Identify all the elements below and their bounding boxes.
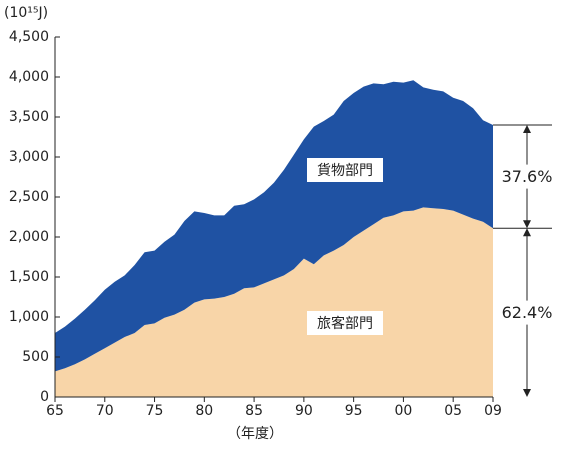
y-tick-label: 0 [40, 389, 49, 405]
x-axis-label: （年度） [227, 426, 283, 442]
series-label: 貨物部門 [317, 162, 373, 179]
arrow-head [523, 228, 531, 237]
arrow-head [523, 125, 531, 133]
x-tick-label: 05 [444, 403, 462, 419]
x-tick-label: 90 [295, 403, 313, 419]
annotation-box [499, 300, 555, 325]
x-tick-label: 65 [46, 403, 64, 419]
y-tick-label: 3,500 [9, 109, 49, 125]
x-tick-label: 70 [96, 403, 114, 419]
annotation-box [499, 164, 555, 189]
y-tick-label: 500 [22, 349, 49, 365]
x-tick-label: 85 [245, 403, 263, 419]
y-axis-label: (10¹⁵J) [4, 5, 48, 21]
annotation: 37.6% [502, 167, 553, 186]
area [55, 80, 493, 372]
series-label: 旅客部門 [317, 315, 373, 332]
x-tick-label: 75 [146, 403, 164, 419]
y-tick-label: 2,000 [9, 229, 49, 245]
arrow-head [523, 389, 531, 397]
arrow-head [523, 220, 531, 229]
x-tick-label: 80 [195, 403, 213, 419]
x-tick-label: 95 [345, 403, 363, 419]
series-label-box [307, 158, 383, 182]
y-tick-label: 1,500 [9, 269, 49, 285]
y-tick-label: 4,000 [9, 69, 49, 85]
y-tick-label: 1,000 [9, 309, 49, 325]
y-tick-label: 4,500 [9, 29, 49, 45]
y-tick-label: 2,500 [9, 189, 49, 205]
y-tick-label: 3,000 [9, 149, 49, 165]
series-label-box [307, 311, 383, 335]
x-tick-label: 00 [394, 403, 412, 419]
area [55, 207, 493, 397]
annotation: 62.4% [502, 303, 553, 322]
x-tick-label: 09 [484, 403, 502, 419]
